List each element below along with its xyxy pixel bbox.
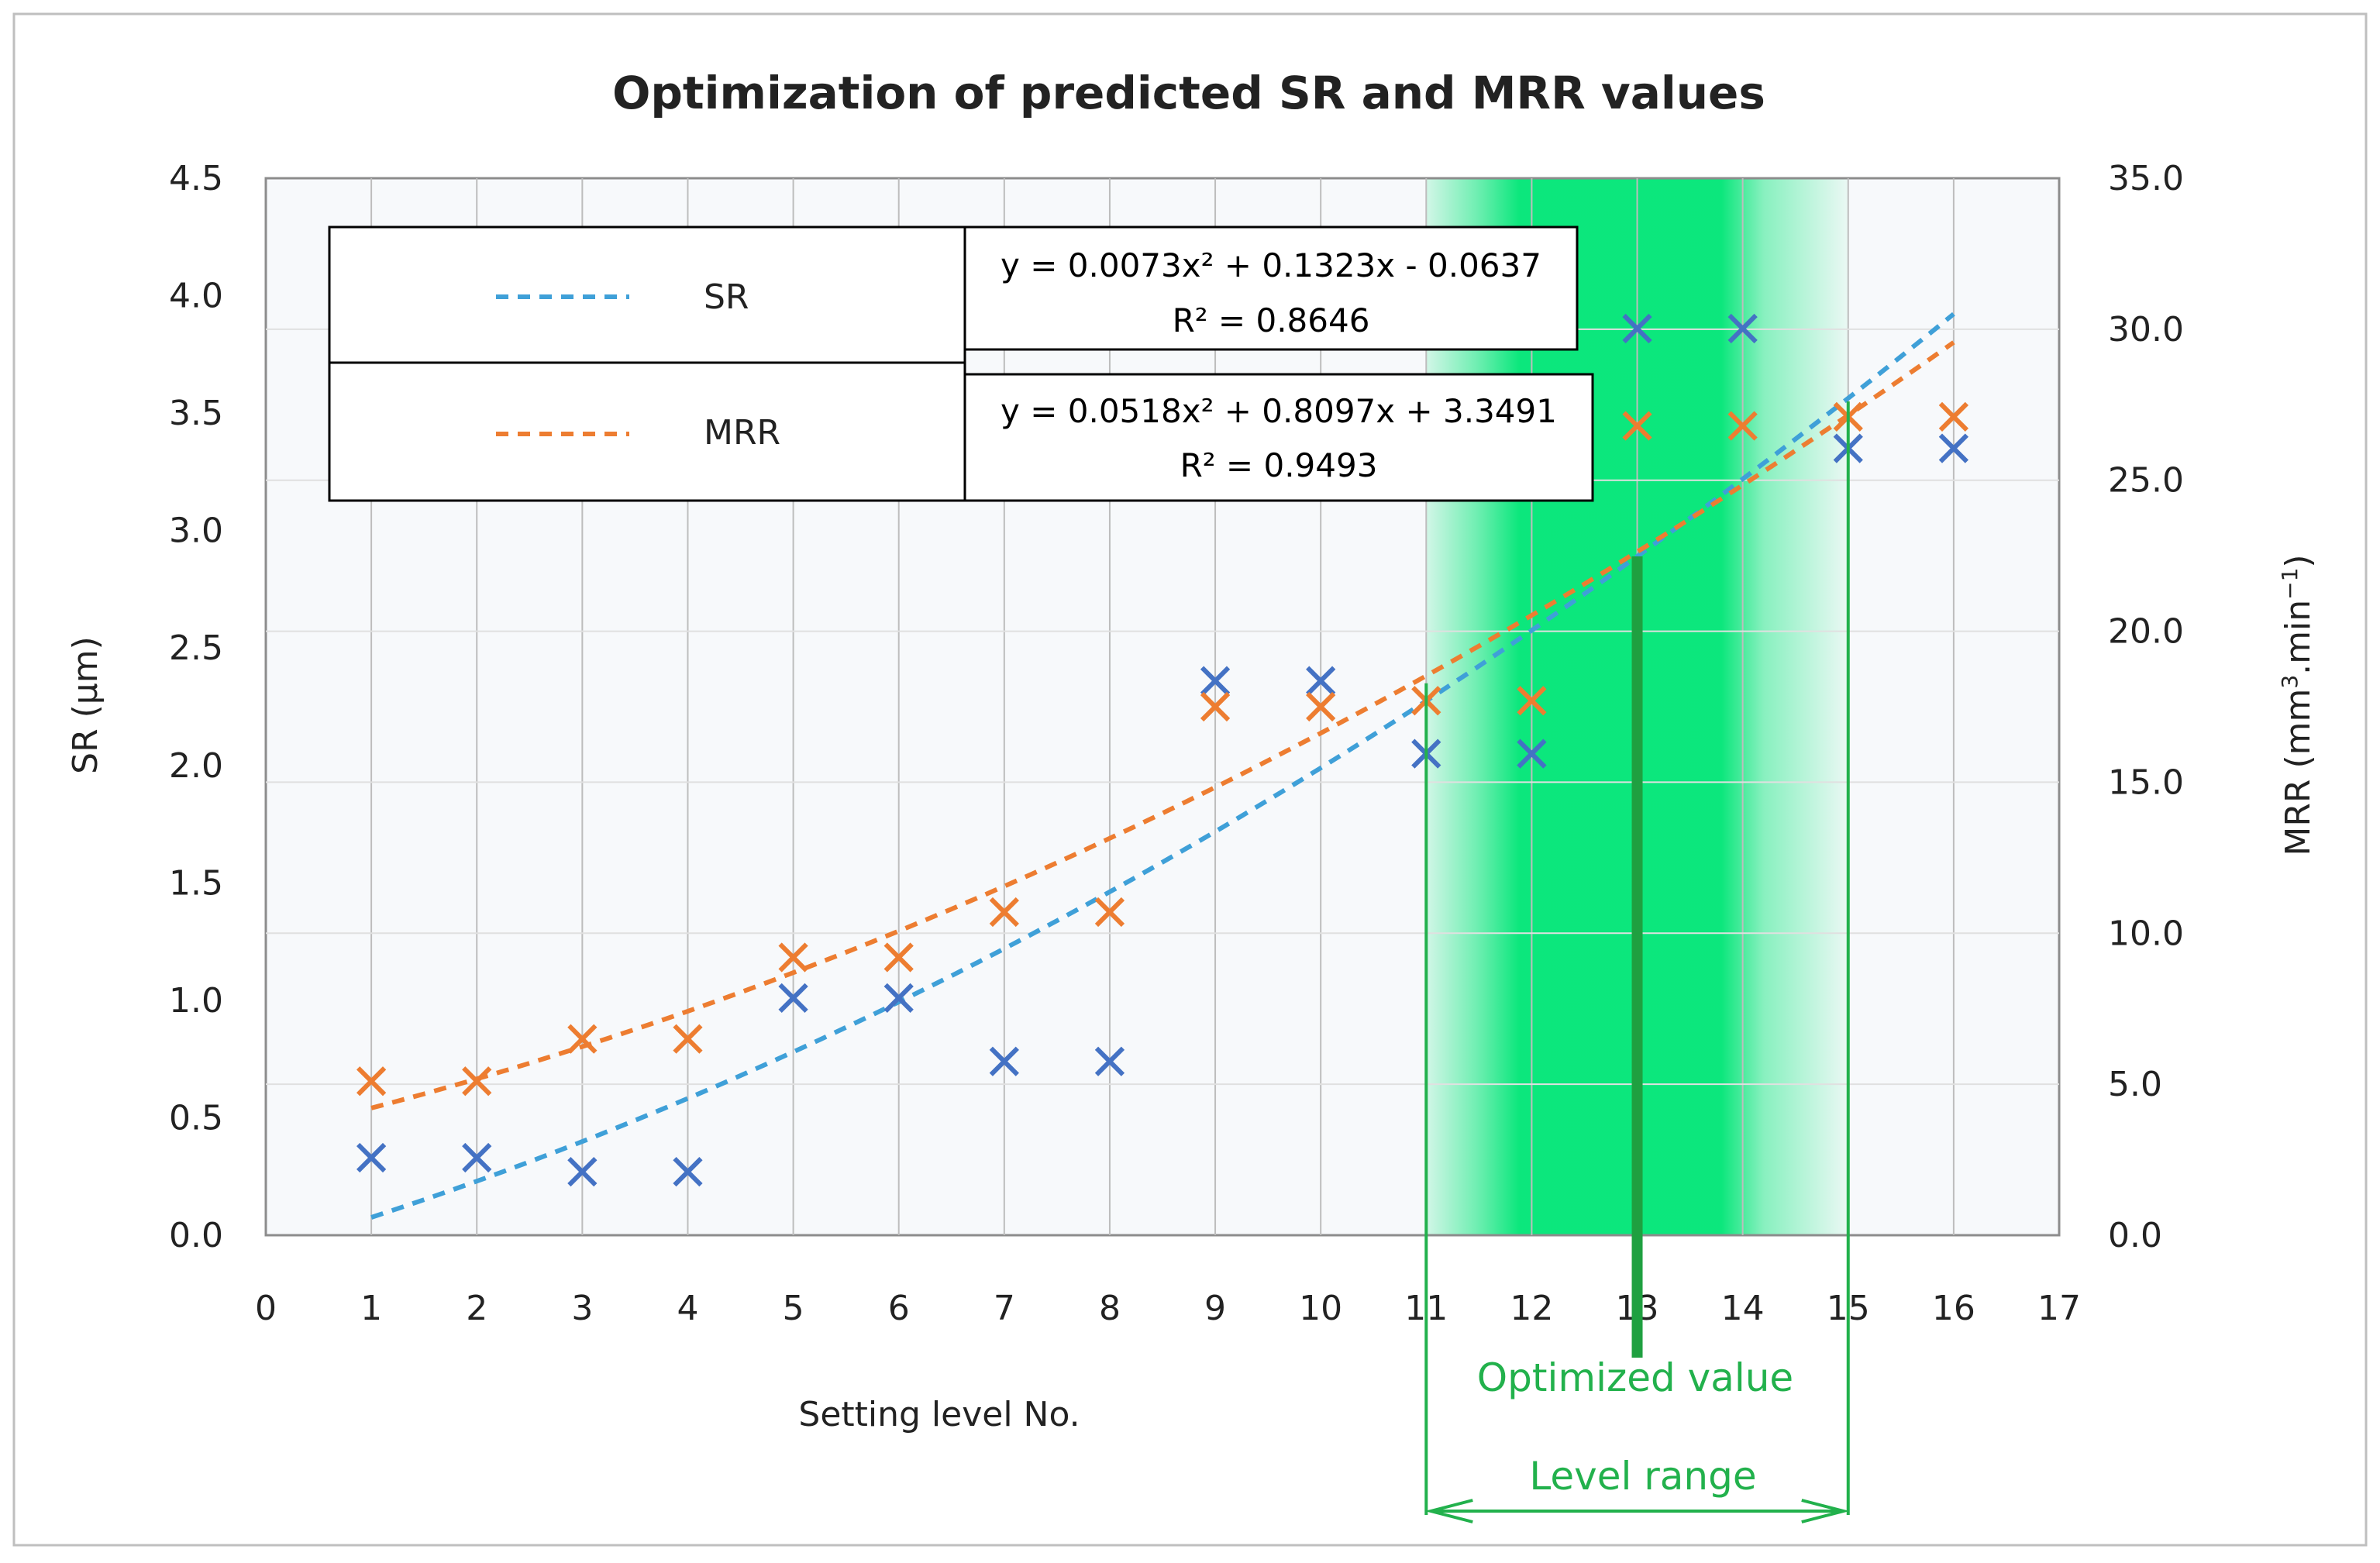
y-right-axis-title: MRR (mm3.min−1) [2277, 554, 2318, 856]
mrr-point-7 [989, 897, 1019, 928]
sr-point-7 [989, 1046, 1019, 1076]
sr-point-10 [1306, 666, 1336, 696]
chart-title: Optimization of predicted SR and MRR val… [612, 67, 1765, 119]
x-tick-8: 8 [1099, 1289, 1121, 1328]
equation-mrr-text: y = 0.0518x² + 0.8097x + 3.3491 [1001, 392, 1557, 430]
y-right-tick-5.0: 5.0 [2108, 1065, 2162, 1104]
x-tick-14: 14 [1721, 1289, 1765, 1328]
legend-mrr-label: MRR [704, 413, 780, 453]
y-left-tick-1.5: 1.5 [169, 863, 223, 903]
y-left-tick-3.5: 3.5 [169, 394, 223, 433]
x-tick-16: 16 [1932, 1289, 1975, 1328]
y-right-tick-15.0: 15.0 [2108, 763, 2184, 802]
x-tick-9: 9 [1204, 1289, 1226, 1328]
level-range-arrow-right-head [1801, 1499, 1850, 1523]
sr-point-14 [1727, 313, 1758, 344]
mrr-point-8 [1094, 897, 1125, 928]
sr-point-2 [462, 1142, 492, 1173]
sr-point-1 [356, 1142, 387, 1173]
mrr-point-2 [462, 1066, 492, 1097]
sr-trendline [370, 312, 1955, 1220]
sr-point-12 [1517, 738, 1547, 769]
y-left-tick-2.5: 2.5 [169, 628, 223, 668]
mrr-point-5 [778, 942, 808, 973]
annotation-lines [1424, 401, 1850, 1523]
x-tick-7: 7 [994, 1289, 1015, 1328]
y-right-axis-ticks: 0.0 5.0 10.0 15.0 20.0 25.0 30.0 35.0 [2108, 159, 2184, 1255]
y-right-tick-35.0: 35.0 [2108, 159, 2184, 198]
sr-point-9 [1200, 666, 1231, 696]
mrr-point-12 [1517, 686, 1547, 716]
y-left-tick-4.0: 4.0 [169, 277, 223, 316]
x-tick-10: 10 [1299, 1289, 1342, 1328]
x-axis-title: Setting level No. [798, 1395, 1080, 1434]
level-range-label: Level range [1529, 1454, 1756, 1499]
y-right-tick-20.0: 20.0 [2108, 612, 2184, 652]
x-tick-0: 0 [255, 1289, 277, 1328]
x-tick-2: 2 [466, 1289, 487, 1328]
sr-point-13 [1622, 313, 1652, 344]
equation-sr-text: y = 0.0073x² + 0.1323x - 0.0637 [1001, 246, 1541, 284]
y-right-tick-30.0: 30.0 [2108, 310, 2184, 349]
mrr-point-3 [567, 1024, 598, 1054]
mrr-point-1 [356, 1066, 387, 1097]
x-tick-17: 17 [2037, 1289, 2081, 1328]
legend-box-mrr [328, 361, 966, 502]
legend-sr-label: SR [704, 277, 749, 317]
y-left-tick-2.0: 2.0 [169, 746, 223, 786]
sr-point-16 [1938, 433, 1969, 463]
sr-point-6 [883, 983, 914, 1013]
equation-mrr-r2: R² = 0.9493 [1180, 446, 1378, 484]
mrr-point-14 [1727, 411, 1758, 441]
x-tick-3: 3 [571, 1289, 593, 1328]
equation-sr: y = 0.0073x² + 0.1323x - 0.0637 R² = 0.8… [963, 225, 1579, 351]
sr-point-4 [673, 1157, 703, 1187]
x-tick-4: 4 [677, 1289, 698, 1328]
mrr-point-6 [883, 942, 914, 973]
optimized-value-label: Optimized value [1477, 1355, 1793, 1400]
y-left-tick-3.0: 3.0 [169, 511, 223, 551]
y-right-tick-0.0: 0.0 [2108, 1216, 2162, 1255]
mrr-point-4 [673, 1024, 703, 1054]
mrr-point-10 [1306, 691, 1336, 722]
equation-mrr-box [963, 373, 1594, 502]
y-left-axis-title: SR (µm) [66, 636, 105, 774]
x-tick-6: 6 [888, 1289, 910, 1328]
x-tick-1: 1 [360, 1289, 382, 1328]
y-left-tick-4.5: 4.5 [169, 159, 223, 198]
y-left-tick-0.5: 0.5 [169, 1098, 223, 1138]
mrr-point-9 [1200, 691, 1231, 722]
sr-point-5 [778, 983, 808, 1013]
sr-point-8 [1094, 1046, 1125, 1076]
mrr-point-16 [1938, 401, 1969, 432]
y-left-tick-1.0: 1.0 [169, 981, 223, 1021]
y-left-tick-0.0: 0.0 [169, 1216, 223, 1255]
y-right-tick-10.0: 10.0 [2108, 914, 2184, 953]
y-left-axis-ticks: 0.0 0.5 1.0 1.5 2.0 2.5 3.0 3.5 4.0 4.5 [169, 159, 223, 1255]
y-right-tick-25.0: 25.0 [2108, 461, 2184, 501]
legend-box-sr [328, 225, 966, 364]
sr-point-3 [567, 1157, 598, 1187]
x-tick-12: 12 [1510, 1289, 1553, 1328]
x-tick-5: 5 [783, 1289, 804, 1328]
mrr-point-13 [1622, 411, 1652, 441]
equation-mrr: y = 0.0518x² + 0.8097x + 3.3491 R² = 0.9… [963, 373, 1594, 502]
equation-sr-r2: R² = 0.8646 [1173, 301, 1370, 339]
legend: SR MRR [328, 225, 966, 502]
level-range-arrow-left-head [1424, 1499, 1473, 1523]
equation-sr-box [963, 225, 1579, 351]
